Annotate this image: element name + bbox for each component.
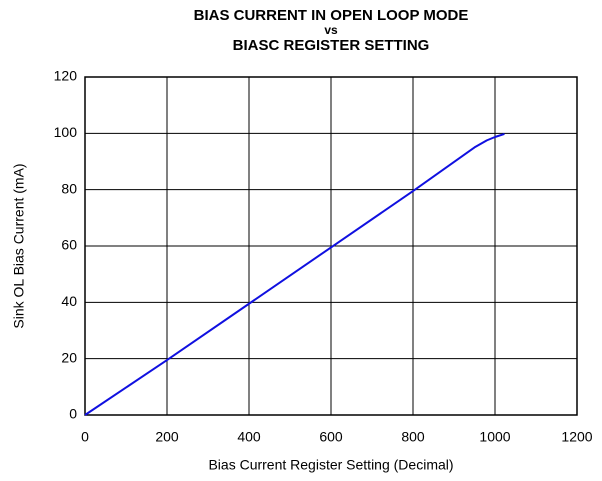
y-tick-label: 100 (54, 124, 78, 140)
x-tick-label: 400 (237, 429, 261, 445)
y-tick-label: 80 (61, 180, 77, 196)
chart-title: BIAS CURRENT IN OPEN LOOP MODE (194, 7, 469, 24)
x-tick-label: 1200 (561, 429, 592, 445)
y-axis-label: Sink OL Bias Current (mA) (11, 163, 27, 328)
y-tick-label: 0 (69, 406, 77, 422)
chart-title: BIASC REGISTER SETTING (233, 37, 430, 54)
x-tick-label: 0 (81, 429, 89, 445)
chart-title: vs (324, 23, 338, 37)
y-tick-label: 120 (54, 68, 78, 84)
x-tick-label: 600 (319, 429, 343, 445)
x-tick-label: 800 (401, 429, 425, 445)
y-tick-label: 60 (61, 237, 77, 253)
plot-border (84, 76, 578, 416)
x-tick-label: 1000 (479, 429, 510, 445)
line (84, 132, 505, 416)
x-tick-label: 200 (155, 429, 179, 445)
y-tick-label: 40 (61, 293, 77, 309)
y-tick-label: 20 (61, 349, 77, 365)
x-axis-label: Bias Current Register Setting (Decimal) (208, 457, 453, 473)
